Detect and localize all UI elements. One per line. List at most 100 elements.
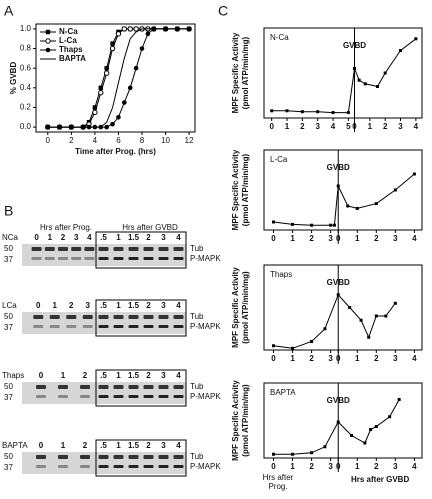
x-tick-label: 1 — [355, 234, 360, 243]
mw-marker: 50 — [4, 312, 13, 321]
y-axis-label: (pmol ATP/min/mg) — [241, 384, 250, 457]
x-tick-label: 4 — [412, 462, 417, 471]
chart-title: N-Ca — [270, 33, 289, 42]
y-axis-label: MPF Specific Activity — [231, 149, 240, 230]
band — [82, 315, 93, 319]
mw-marker: 50 — [4, 452, 13, 461]
x-axis-label: Prog. — [268, 482, 287, 491]
lane-label: 1 — [116, 371, 121, 380]
lane-label: 2 — [61, 233, 66, 242]
marker — [346, 204, 350, 208]
marker — [270, 109, 274, 113]
lane-label: 0 — [36, 301, 41, 310]
marker — [383, 71, 387, 75]
lane-label: 1 — [61, 371, 66, 380]
lane-label: .5 — [100, 233, 107, 242]
marker — [388, 415, 392, 419]
lane-label: 1 — [48, 233, 53, 242]
plot-frame — [263, 382, 423, 459]
x-tick-label: 5 — [346, 122, 351, 131]
lane-label: 2 — [83, 441, 88, 450]
x-tick-label: 4 — [412, 234, 417, 243]
lane-label: 1.5 — [128, 301, 140, 310]
band — [158, 257, 169, 260]
band — [113, 315, 124, 319]
band — [158, 465, 169, 468]
band — [128, 455, 139, 459]
lane-label: .5 — [100, 371, 107, 380]
x-tick-label: 10 — [161, 136, 170, 145]
band — [173, 455, 184, 459]
lane-label: 2 — [146, 441, 151, 450]
marker — [353, 67, 357, 70]
annotation: GVBD — [327, 163, 350, 172]
band-label: Tub — [190, 244, 204, 253]
blot-name: BAPTA — [2, 441, 28, 450]
band — [128, 385, 139, 389]
y-axis-label: MPF Specific Activity — [231, 267, 240, 348]
band — [143, 315, 154, 319]
plot-frame — [35, 23, 196, 133]
mw-marker: 37 — [4, 255, 13, 264]
marker — [110, 121, 115, 127]
line — [273, 173, 415, 226]
mw-marker: 37 — [4, 463, 13, 472]
lane-label: 1 — [116, 441, 121, 450]
band-label: P-MAPK — [190, 392, 221, 401]
marker — [133, 65, 139, 71]
marker — [310, 451, 314, 455]
band — [82, 325, 93, 328]
legend-marker — [45, 47, 51, 53]
blot-box — [95, 231, 187, 269]
band — [84, 257, 95, 260]
marker — [393, 301, 397, 305]
band-label: Tub — [190, 452, 204, 461]
band — [33, 315, 44, 319]
blot-name: NCa — [2, 233, 19, 242]
band — [80, 385, 90, 389]
marker — [127, 26, 133, 32]
x-tick-label: 4 — [331, 122, 336, 131]
y-axis-label: MPF Specific Activity — [231, 380, 240, 461]
band-label: Tub — [190, 312, 204, 321]
band — [143, 465, 154, 468]
band — [128, 247, 139, 251]
lane-label: .5 — [100, 441, 107, 450]
band — [143, 325, 154, 328]
x-tick-label: 1 — [355, 354, 360, 363]
lane-label: 4 — [176, 233, 181, 242]
blot-box — [95, 369, 187, 407]
chart-title: BAPTA — [270, 388, 296, 397]
y-tick-label: 1.0 — [20, 24, 32, 33]
band — [113, 395, 124, 398]
marker — [323, 445, 327, 449]
marker — [310, 340, 314, 343]
lane-label: 1 — [116, 233, 121, 242]
band — [128, 257, 139, 260]
legend-marker — [45, 38, 51, 44]
marker — [186, 26, 192, 32]
band — [128, 325, 139, 328]
band — [173, 465, 184, 468]
line — [273, 293, 396, 349]
marker — [412, 172, 416, 176]
marker — [127, 85, 133, 91]
band — [36, 385, 46, 389]
band — [58, 455, 68, 459]
lane-label: 0 — [34, 233, 39, 242]
y-axis-label: (pmol ATP/min/mg) — [241, 36, 250, 109]
y-tick-label: 0.0 — [20, 122, 32, 131]
band — [66, 325, 77, 328]
marker — [291, 222, 295, 226]
legend-label: Thaps — [59, 45, 83, 54]
marker — [331, 111, 335, 115]
chart-title: L-Ca — [270, 155, 288, 164]
band — [80, 455, 90, 459]
lane-label: 3 — [86, 301, 91, 310]
band — [49, 325, 60, 328]
marker — [316, 110, 320, 114]
plot-frame — [263, 264, 423, 351]
x-tick-label: 6 — [116, 136, 121, 145]
x-tick-label: 0 — [271, 462, 276, 471]
plot-frame — [263, 27, 423, 119]
